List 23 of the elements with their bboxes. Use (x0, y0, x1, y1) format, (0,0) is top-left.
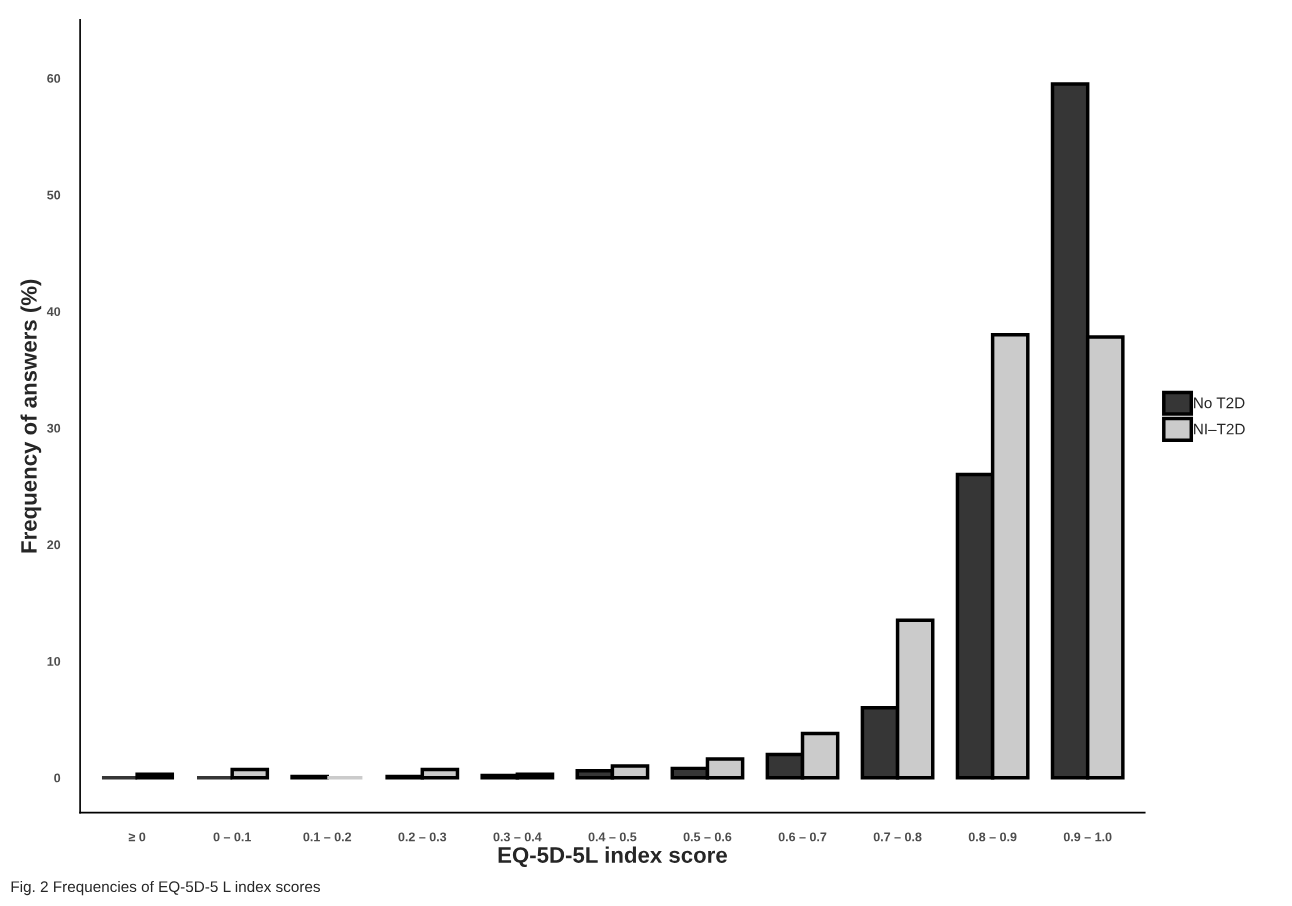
y-tick-label: 50 (47, 190, 61, 200)
x-axis-title: EQ-5D-5L index score (498, 846, 727, 868)
x-tick-label: 0.5 – 0.6 (683, 832, 732, 842)
legend-label: No T2D (1194, 397, 1245, 409)
x-tick-label: 0.7 – 0.8 (873, 832, 922, 842)
y-tick-label: 10 (47, 656, 61, 666)
x-tick-label: 0.2 – 0.3 (398, 832, 447, 842)
y-tick-label: 20 (47, 540, 61, 550)
y-tick-label: 0 (54, 773, 61, 783)
x-tick-label: 0.6 – 0.7 (778, 832, 827, 842)
y-tick-label: 60 (47, 74, 61, 83)
x-tick-label: 0.9 – 1.0 (1063, 832, 1112, 842)
y-tick-label: 40 (46, 307, 61, 317)
y-tick-label: 30 (47, 423, 61, 433)
x-tick-label: 0.8 – 0.9 (968, 832, 1017, 842)
x-tick-label: 0.1 – 0.2 (303, 832, 352, 842)
x-tick-label: ≥ 0 (128, 832, 146, 842)
x-tick-label: 0 – 0.1 (213, 832, 251, 842)
legend-label: NI–T2D (1194, 423, 1245, 435)
y-axis-title: Frequency of answers (%) (20, 279, 42, 553)
x-tick-label: 0.3 – 0.4 (493, 832, 542, 842)
x-tick-label: 0.4 – 0.5 (588, 832, 637, 842)
caption: Fig. 2 Frequencies of EQ-5D-5 L index scores (11, 880, 320, 896)
